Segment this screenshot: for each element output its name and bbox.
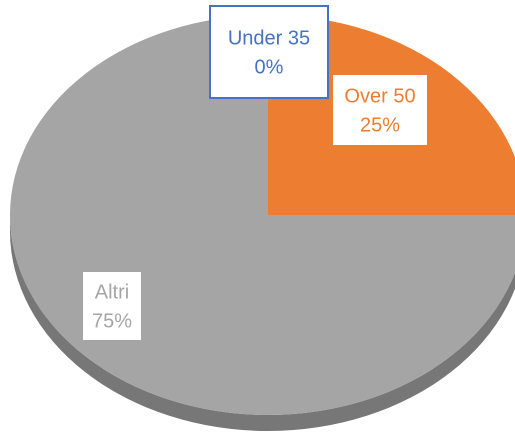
data-label-value: 0% <box>255 56 284 78</box>
data-label-name: Altri <box>95 281 129 303</box>
data-label-value: 25% <box>360 114 400 136</box>
data-label-box <box>83 272 141 340</box>
data-label-name: Over 50 <box>344 85 415 107</box>
data-label-box <box>209 5 329 99</box>
data-label-box <box>333 75 427 145</box>
data-label-name: Under 35 <box>228 27 310 49</box>
data-label-value: 75% <box>92 310 132 332</box>
